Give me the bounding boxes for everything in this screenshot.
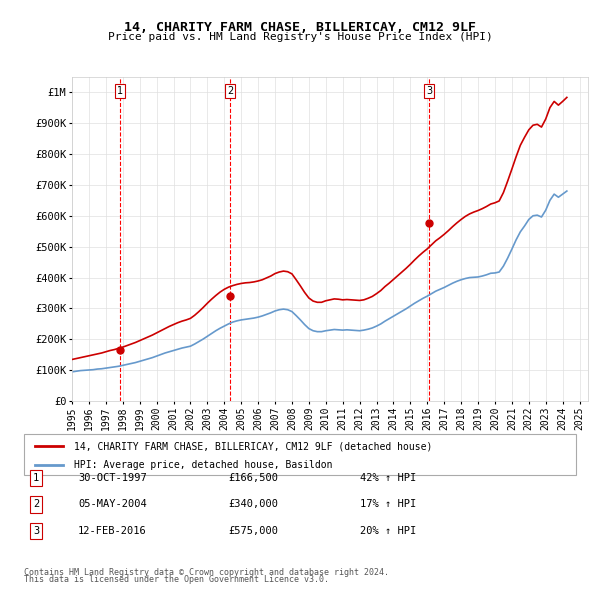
Text: 2: 2 bbox=[227, 86, 233, 96]
Text: 42% ↑ HPI: 42% ↑ HPI bbox=[360, 473, 416, 483]
Text: 05-MAY-2004: 05-MAY-2004 bbox=[78, 500, 147, 509]
Text: 3: 3 bbox=[33, 526, 39, 536]
Text: £575,000: £575,000 bbox=[228, 526, 278, 536]
Text: 12-FEB-2016: 12-FEB-2016 bbox=[78, 526, 147, 536]
Text: 17% ↑ HPI: 17% ↑ HPI bbox=[360, 500, 416, 509]
Text: £166,500: £166,500 bbox=[228, 473, 278, 483]
Text: 20% ↑ HPI: 20% ↑ HPI bbox=[360, 526, 416, 536]
Text: Price paid vs. HM Land Registry's House Price Index (HPI): Price paid vs. HM Land Registry's House … bbox=[107, 32, 493, 42]
Text: 30-OCT-1997: 30-OCT-1997 bbox=[78, 473, 147, 483]
Text: 1: 1 bbox=[33, 473, 39, 483]
Text: HPI: Average price, detached house, Basildon: HPI: Average price, detached house, Basi… bbox=[74, 460, 332, 470]
Text: 2: 2 bbox=[33, 500, 39, 509]
Text: 1: 1 bbox=[117, 86, 123, 96]
Text: 14, CHARITY FARM CHASE, BILLERICAY, CM12 9LF: 14, CHARITY FARM CHASE, BILLERICAY, CM12… bbox=[124, 21, 476, 34]
Text: £340,000: £340,000 bbox=[228, 500, 278, 509]
Text: 3: 3 bbox=[426, 86, 433, 96]
Text: Contains HM Land Registry data © Crown copyright and database right 2024.: Contains HM Land Registry data © Crown c… bbox=[24, 568, 389, 577]
Text: 14, CHARITY FARM CHASE, BILLERICAY, CM12 9LF (detached house): 14, CHARITY FARM CHASE, BILLERICAY, CM12… bbox=[74, 441, 432, 451]
Text: This data is licensed under the Open Government Licence v3.0.: This data is licensed under the Open Gov… bbox=[24, 575, 329, 584]
FancyBboxPatch shape bbox=[24, 434, 576, 475]
